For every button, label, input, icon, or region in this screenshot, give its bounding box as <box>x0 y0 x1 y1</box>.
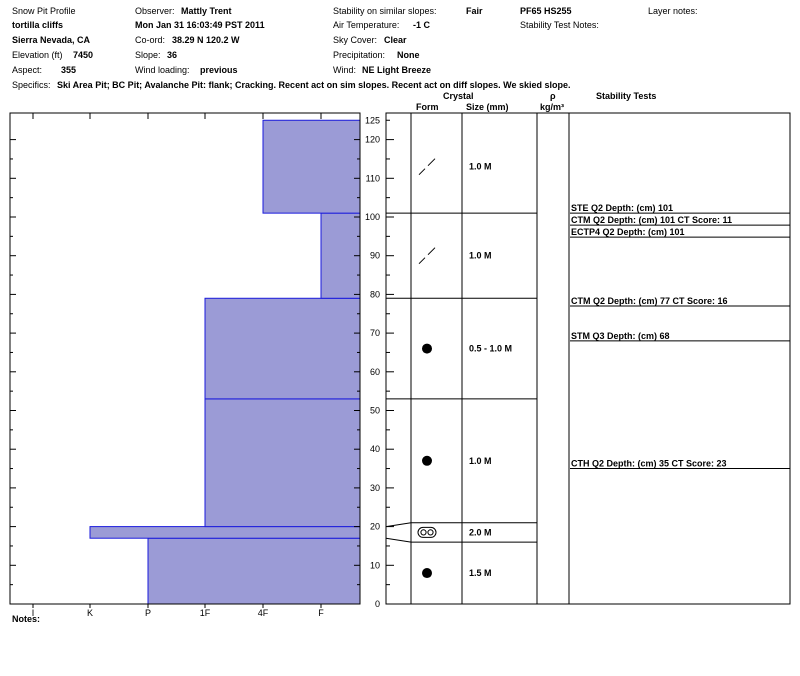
rho-header: ρ <box>550 91 556 101</box>
depth-tick-label: 125 <box>365 115 380 125</box>
depth-tick-label: 110 <box>366 173 380 183</box>
elevation-value: 7450 <box>73 50 94 60</box>
crystal-header: Crystal <box>443 91 474 101</box>
notes-label: Notes: <box>12 614 41 624</box>
wind-value: NE Light Breeze <box>362 65 432 75</box>
hardness-tick-label: F <box>318 608 324 618</box>
hardness-bar <box>204 398 361 528</box>
pf-hs-value: PF65 HS255 <box>520 6 572 16</box>
depth-tick-label: 50 <box>370 406 380 416</box>
icon-part <box>427 529 434 536</box>
icon-part <box>417 526 437 538</box>
air-temp-label: Air Temperature: <box>333 20 400 30</box>
stability-value: Fair <box>466 6 483 16</box>
boundary-connector <box>385 522 412 528</box>
stability-notes-label: Stability Test Notes: <box>520 20 599 30</box>
crystal-size-label: 1.0 M <box>469 456 492 466</box>
depth-tick-label: 120 <box>365 135 380 145</box>
profile-title: Snow Pit Profile <box>12 6 76 16</box>
stability-test-entry: ECTP4 Q2 Depth: (cm) 101 <box>571 227 685 237</box>
icon-part <box>427 247 436 256</box>
depth-tick-label: 0 <box>375 599 380 609</box>
stability-tests-header: Stability Tests <box>596 91 657 101</box>
layer-notes-label: Layer notes: <box>648 6 698 16</box>
depth-axis: 0 10 20 30 40 50 60 70 80 90 100 110 120 125 <box>10 115 394 609</box>
coord-label: Co-ord: <box>135 35 166 45</box>
size-header: Size (mm) <box>466 102 509 112</box>
precip-value: None <box>397 50 420 60</box>
crystal-size-label: 2.0 M <box>469 527 492 537</box>
crystal-size-label: 0.5 - 1.0 M <box>469 344 512 354</box>
slope-value: 36 <box>167 50 178 60</box>
hardness-tick-label: P <box>145 608 151 618</box>
crystal-size-label: 1.0 M <box>469 251 492 261</box>
density-unit-header: kg/m³ <box>540 102 565 112</box>
wind-loading-label: Wind loading: <box>135 65 190 75</box>
air-temp-value: -1 C <box>413 20 431 30</box>
icon-part <box>427 158 436 167</box>
icon-part <box>418 168 426 176</box>
icon-part <box>418 257 426 265</box>
specifics-label: Specifics: <box>12 80 51 90</box>
depth-tick-label: 100 <box>365 212 380 222</box>
chart-frame <box>9 112 791 605</box>
hardness-tick-label: K <box>87 608 93 618</box>
depth-tick-label: 80 <box>370 289 380 299</box>
sky-value: Clear <box>384 35 407 45</box>
icon-part <box>420 529 427 536</box>
stability-tests-column: CTH Q2 Depth: (cm) 35 CT Score: 23 STM Q3… <box>570 203 790 470</box>
stability-test-entry: STM Q3 Depth: (cm) 68 <box>571 331 670 341</box>
depth-tick-label: 60 <box>370 367 380 377</box>
observer-label: Observer: <box>135 6 175 16</box>
stability-test-entry: STE Q2 Depth: (cm) 101 <box>571 203 673 213</box>
crystal-column: 1.5 M 2.0 M 1.0 M 0.5 - 1.0 M 1.0 M 1.0 M <box>385 158 537 579</box>
rounded-grain-icon <box>422 455 432 466</box>
hardness-bar <box>262 119 361 214</box>
depth-tick-label: 90 <box>370 251 380 261</box>
hardness-bar <box>204 297 361 400</box>
precipitation-particle-icon <box>418 247 436 265</box>
crystal-table-frame <box>385 112 791 605</box>
hardness-tick-label: 1F <box>200 608 211 618</box>
crystal-size-label: 1.5 M <box>469 568 492 578</box>
hardness-bar <box>89 526 361 539</box>
hardness-bar <box>147 537 361 605</box>
depth-tick-label: 20 <box>370 522 380 532</box>
stability-test-entry: CTM Q2 Depth: (cm) 101 CT Score: 11 <box>571 215 732 225</box>
stability-label: Stability on similar slopes: <box>333 6 437 16</box>
hardness-tick-label: 4F <box>258 608 269 618</box>
hardness-bars <box>89 119 361 605</box>
observation-datetime: Mon Jan 31 16:03:49 PST 2011 <box>135 20 265 30</box>
location-name: tortilla cliffs <box>12 20 64 30</box>
coord-value: 38.29 N 120.2 W <box>172 35 240 45</box>
slope-label: Slope: <box>135 50 161 60</box>
hardness-plot-frame <box>9 112 361 605</box>
rounded-grain-icon <box>422 568 432 579</box>
boundary-connector <box>385 537 412 543</box>
wind-loading-value: previous <box>200 65 238 75</box>
rounded-grain-icon <box>422 343 432 354</box>
wind-label: Wind: <box>333 65 357 75</box>
depth-tick-label: 40 <box>370 444 380 454</box>
depth-tick-label: 30 <box>370 483 380 493</box>
hardness-bar <box>320 212 361 299</box>
specifics-value: Ski Area Pit; BC Pit; Avalanche Pit: fla… <box>57 80 571 90</box>
hardness-axis: I K P 1F 4F F <box>10 113 360 618</box>
depth-tick-label: 70 <box>370 328 380 338</box>
melt-freeze-icon <box>417 526 437 538</box>
observer-value: Mattly Trent <box>181 6 232 16</box>
precipitation-particle-icon <box>418 158 436 176</box>
precip-label: Precipitation: <box>333 50 386 60</box>
aspect-label: Aspect: <box>12 65 43 75</box>
crystal-size-label: 1.0 M <box>469 162 492 172</box>
stability-test-entry: CTH Q2 Depth: (cm) 35 CT Score: 23 <box>571 459 727 469</box>
depth-tick-label: 10 <box>370 560 380 570</box>
sky-label: Sky Cover: <box>333 35 378 45</box>
elevation-label: Elevation (ft) <box>12 50 63 60</box>
aspect-value: 355 <box>61 65 77 75</box>
stability-test-entry: CTM Q2 Depth: (cm) 77 CT Score: 16 <box>571 296 728 306</box>
form-header: Form <box>416 102 439 112</box>
region-name: Sierra Nevada, CA <box>12 35 91 45</box>
